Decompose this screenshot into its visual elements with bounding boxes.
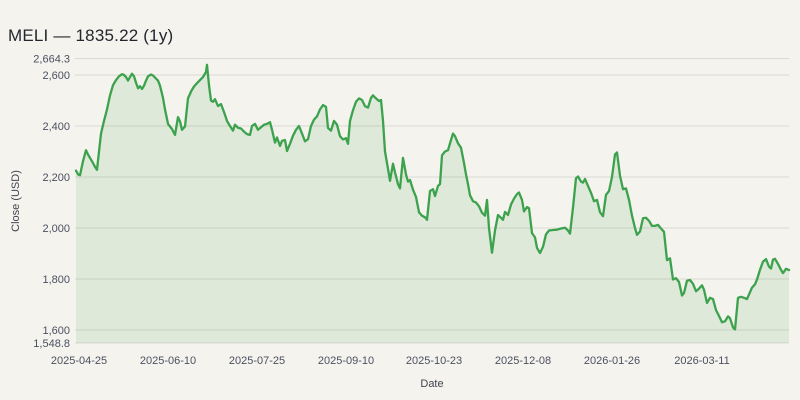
y-tick-label: 2,200 xyxy=(42,172,70,184)
y-tick-label: 2,000 xyxy=(42,223,70,235)
price-area-fill xyxy=(76,64,789,344)
x-tick-label: 2025-12-08 xyxy=(495,355,551,367)
y-tick-label: 1,548.8 xyxy=(33,338,70,350)
price-line xyxy=(74,63,791,331)
x-tick-label: 2025-10-23 xyxy=(406,355,462,367)
y-tick-label: 2,664.3 xyxy=(33,53,70,65)
x-tick-label: 2026-01-26 xyxy=(584,355,640,367)
x-tick-label: 2025-07-25 xyxy=(229,355,285,367)
x-tick-label: 2025-09-10 xyxy=(318,355,374,367)
y-axis-title: Close (USD) xyxy=(10,170,22,232)
x-tick-label: 2025-04-25 xyxy=(51,355,107,367)
y-tick-label: 2,400 xyxy=(42,121,70,133)
y-tick-label: 1,800 xyxy=(42,274,70,286)
x-tick-label: 2025-06-10 xyxy=(140,355,196,367)
y-tick-label: 2,600 xyxy=(42,70,70,82)
plot-generated-layer: 2,664.3 2,600 2,400 2,200 2,000 1,800 1,6001,5… xyxy=(33,53,791,367)
x-tick-label: 2026-03-11 xyxy=(674,355,729,367)
y-tick-label: 1,600 xyxy=(42,325,70,337)
chart-title: MELI — 1835.22 (1y) xyxy=(8,26,174,45)
x-axis-title: Date xyxy=(420,378,443,390)
